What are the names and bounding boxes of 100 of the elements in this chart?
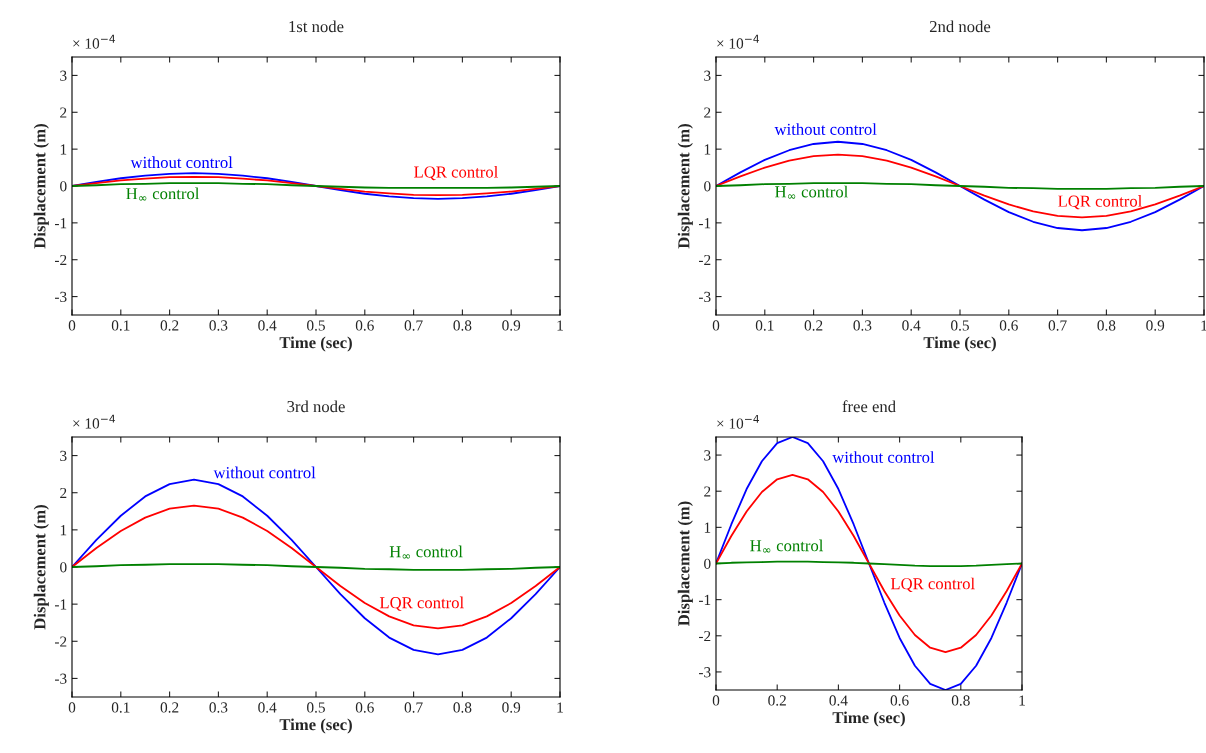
- line-series: [72, 504, 560, 630]
- x-tick-label: 0.5: [307, 702, 325, 713]
- y-tick-label: 1: [60, 525, 67, 536]
- chart-title: 2nd node: [929, 20, 991, 33]
- x-tick-label: 0.3: [209, 320, 228, 331]
- x-tick-label: 0.9: [502, 320, 521, 331]
- chart-title: 1st node: [289, 20, 344, 33]
- x-tick-label: 0.9: [502, 702, 521, 713]
- x-tick-label: 0.6: [355, 320, 374, 331]
- x-tick-label: 0.4: [902, 320, 921, 331]
- x-tick-label: 1: [1201, 320, 1206, 331]
- x-tick-label: 0.8: [1097, 320, 1116, 331]
- y-tick-label: 3: [60, 70, 67, 81]
- y-axis-title: Displacement (m): [33, 505, 49, 630]
- text: × 10$^{−4}$: [73, 414, 116, 429]
- text: × 10$^{−4}$: [73, 34, 116, 49]
- y-tick-label: 3: [704, 450, 711, 461]
- series-label: without control: [130, 156, 233, 169]
- series-label: LQR control: [1058, 195, 1142, 210]
- x-tick-label: 0.4: [258, 702, 277, 713]
- text: × 10$^{−4}$: [717, 414, 760, 429]
- x-tick-label: 0.9: [1146, 320, 1165, 331]
- line-series: [716, 474, 1022, 653]
- series-label: without control: [774, 123, 877, 135]
- x-tick-label: 1: [557, 320, 563, 331]
- x-tick-label: 0.5: [307, 320, 325, 331]
- y-tick-label: -3: [54, 291, 67, 303]
- y-tick-label: 1: [60, 144, 67, 155]
- y-tick-label: -1: [698, 594, 711, 605]
- x-tick-label: 0.2: [804, 320, 823, 331]
- x-tick-label: 0.2: [160, 320, 179, 331]
- x-tick-label: 0: [68, 702, 76, 713]
- line-series: [716, 153, 1204, 219]
- x-tick-label: 0.5: [951, 320, 969, 331]
- chart-title: free end: [842, 400, 896, 413]
- y-tick-label: -2: [54, 254, 67, 266]
- y-tick-label: 2: [704, 107, 711, 118]
- text: × 10$^{−4}$: [717, 34, 760, 49]
- x-tick-label: 1: [1019, 695, 1025, 706]
- y-tick-label: 2: [60, 107, 67, 118]
- x-tick-label: 1: [557, 702, 563, 713]
- y-tick-label: 2: [60, 487, 67, 499]
- y-tick-label: -1: [54, 218, 67, 229]
- x-tick-label: 0.2: [768, 695, 786, 706]
- y-tick-label: 1: [704, 522, 711, 533]
- x-axis-title: Time (sec): [832, 711, 905, 727]
- x-tick-label: 0: [712, 695, 720, 706]
- y-tick-label: 0: [60, 562, 67, 573]
- series-label: without control: [213, 466, 316, 479]
- x-tick-label: 0: [68, 320, 76, 331]
- y-tick-label: -2: [698, 630, 711, 642]
- y-tick-label: -3: [54, 673, 67, 684]
- y-tick-label: 0: [60, 181, 67, 192]
- y-tick-label: -2: [54, 636, 67, 647]
- y-tick-label: 0: [704, 181, 711, 192]
- series-label: H$_{∞}$ control: [750, 539, 824, 553]
- line-series: [72, 478, 560, 656]
- y-tick-label: 2: [704, 486, 711, 497]
- chart-title: 3rd node: [287, 400, 345, 413]
- x-tick-label: 0.7: [404, 320, 423, 331]
- x-tick-label: 0.1: [111, 702, 130, 713]
- series-label: without control: [832, 451, 935, 463]
- x-tick-label: 0.6: [355, 702, 374, 713]
- x-tick-label: 0.7: [1048, 320, 1067, 331]
- x-tick-label: 0.6: [890, 695, 909, 706]
- y-tick-label: -3: [698, 667, 711, 678]
- y-tick-label: 3: [704, 70, 711, 81]
- x-tick-label: 0.8: [453, 702, 472, 713]
- x-tick-label: 0.7: [404, 702, 423, 713]
- series-label: LQR control: [379, 596, 464, 611]
- x-tick-label: 0.8: [951, 695, 970, 706]
- x-tick-label: 0.1: [111, 320, 130, 331]
- x-tick-label: 0.8: [453, 320, 472, 331]
- line-series: [716, 437, 1022, 690]
- line-series: [716, 140, 1204, 232]
- y-tick-label: -1: [54, 599, 67, 610]
- x-axis-title: Time (sec): [923, 336, 996, 352]
- x-tick-label: 0.1: [755, 320, 774, 331]
- series-label: LQR control: [414, 165, 498, 181]
- x-tick-label: 0.6: [999, 320, 1018, 331]
- series-label: H$_{∞}$ control: [126, 187, 200, 201]
- x-tick-label: 0.4: [258, 320, 277, 331]
- x-tick-label: 0.2: [160, 702, 179, 713]
- y-tick-label: -2: [698, 254, 711, 266]
- x-tick-label: 0.4: [829, 695, 848, 706]
- series-label: H$_{∞}$ control: [775, 185, 848, 199]
- y-axis-title: Displacement (m): [677, 124, 693, 249]
- series-label: H$_{∞}$ control: [389, 545, 463, 559]
- y-tick-label: 3: [60, 450, 67, 462]
- y-tick-label: 0: [704, 558, 711, 569]
- y-tick-label: -1: [698, 218, 711, 229]
- x-tick-label: 0.3: [853, 320, 872, 331]
- x-tick-label: 0: [712, 320, 720, 331]
- x-axis-title: Time (sec): [279, 336, 352, 352]
- x-axis-title: Time (sec): [279, 718, 352, 734]
- y-axis-title: Displacement (m): [677, 501, 693, 626]
- y-tick-label: -3: [698, 291, 711, 303]
- x-tick-label: 0.3: [209, 702, 228, 713]
- series-label: LQR control: [890, 577, 975, 592]
- y-tick-label: 1: [704, 144, 711, 155]
